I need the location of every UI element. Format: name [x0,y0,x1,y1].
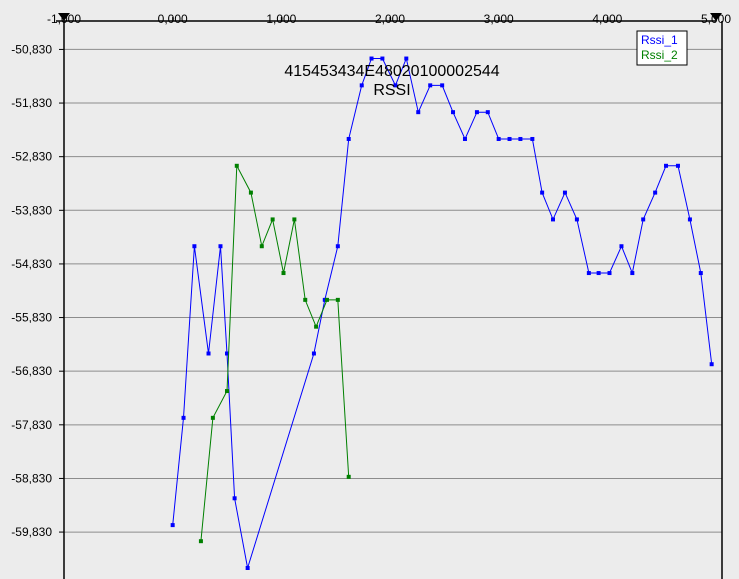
legend: Rssi_1 Rssi_2 [636,30,688,66]
data-point [192,244,197,249]
y-tick-label: -51,830 [11,96,52,110]
x-tick-label: 5,000 [701,12,731,26]
data-point [335,244,340,249]
series-layer [170,56,714,570]
data-point [324,297,329,302]
series-rssi-2 [198,163,351,544]
data-point [198,539,203,544]
data-point [245,566,250,570]
data-point [248,190,253,195]
axes: -50,830 -51,830 -52,830 -53,830 -54,830 -55,8… [11,12,731,579]
data-point [393,83,398,88]
data-point [462,136,467,141]
x-tick-label: 3,000 [484,12,514,26]
data-point [346,136,351,141]
data-point [551,217,555,222]
data-point [369,56,374,61]
data-point [630,271,635,276]
data-point [181,415,186,420]
data-point [225,389,229,394]
data-point [507,136,512,141]
y-tick-label: -58,830 [11,471,52,485]
data-point [574,217,579,222]
data-point [292,217,297,222]
data-point [270,217,275,222]
series-line [200,163,350,542]
chart-title-group: 415453434E48020100002544 RSSI [284,63,499,99]
chart-title: 415453434E48020100002544 [284,63,499,80]
legend-entry-rssi-2: Rssi_2 [641,48,678,62]
y-tick-label: -59,830 [11,525,52,539]
data-point [440,83,445,88]
data-point [530,136,535,141]
data-point [232,496,237,501]
data-point [359,83,364,88]
x-tick-label: 4,000 [592,12,622,26]
data-point [404,56,409,61]
data-point [586,271,591,276]
y-tick-label: -50,830 [11,42,52,56]
data-point [206,351,211,356]
data-point [451,110,456,115]
data-point [619,244,624,249]
data-point [225,351,229,356]
data-point [335,297,340,302]
data-point [709,362,714,367]
data-point [416,110,421,115]
data-point [234,163,239,168]
data-point [428,83,433,88]
data-point [474,110,479,115]
series-line [172,56,713,569]
data-point [259,244,264,249]
data-point [485,110,490,115]
y-tick-label: -53,830 [11,203,52,217]
chart-subtitle: RSSI [373,82,410,99]
series-rssi-1 [170,56,714,570]
data-point [170,523,175,528]
data-point [698,271,703,276]
data-point [346,474,351,479]
data-point [314,324,319,329]
y-tick-label: -54,830 [11,257,52,271]
data-point [380,56,385,61]
data-point [641,217,646,222]
y-tick-label: -56,830 [11,364,52,378]
data-point [311,351,316,356]
x-tick-label: 1,000 [266,12,296,26]
data-point [281,271,286,276]
y-tick-label: -52,830 [11,150,52,164]
legend-entry-rssi-1: Rssi_1 [641,33,678,47]
data-point [653,190,658,195]
y-tick-label: -57,830 [11,418,52,432]
x-tick-label: 2,000 [375,12,405,26]
grid-lines [64,48,722,533]
x-tick-label: -1,000 [47,12,81,26]
data-point [322,297,327,302]
data-point [540,190,545,195]
data-point [218,244,223,249]
data-point [675,163,680,168]
x-tick-label: 0,000 [158,12,188,26]
data-point [687,217,692,222]
y-tick-label: -55,830 [11,311,52,325]
data-point [607,271,612,276]
data-point [562,190,567,195]
legend-box [636,30,688,66]
data-point [518,136,523,141]
data-point [664,163,669,168]
data-point [303,297,308,302]
data-point [210,415,215,420]
data-point [596,271,601,276]
data-point [496,136,501,141]
